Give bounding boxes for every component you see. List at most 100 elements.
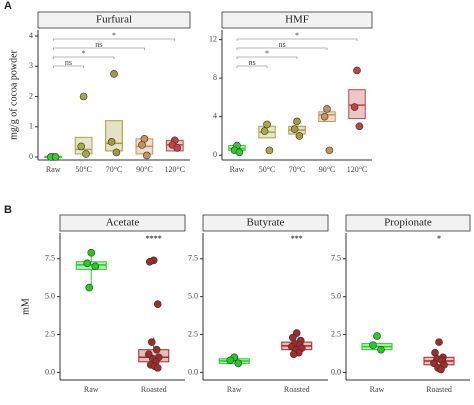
y-tick-label: 7.5: [45, 254, 55, 263]
point: [323, 105, 331, 113]
box: [75, 261, 107, 270]
significance: ****: [146, 234, 162, 243]
point: [153, 300, 162, 309]
y-tick-label: 3: [29, 61, 33, 70]
bracket: [236, 56, 298, 59]
point: [290, 125, 299, 133]
bracket: [52, 65, 84, 68]
comparison-label: ns: [278, 40, 285, 49]
point: [289, 350, 298, 359]
point: [143, 151, 151, 160]
y-tick-label: 5.0: [45, 291, 55, 300]
bracket: [52, 38, 176, 41]
point: [110, 70, 118, 78]
y-tick-label: 4: [29, 31, 33, 40]
significance: *: [437, 234, 441, 243]
point: [293, 117, 301, 126]
x-tick-label: 70°C: [106, 165, 123, 174]
y-tick-label: 1: [29, 122, 33, 131]
point: [320, 112, 329, 121]
y-tick-label: 2.5: [188, 329, 198, 338]
point: [77, 142, 85, 151]
point: [373, 332, 381, 340]
panel-title: Propionate: [384, 217, 432, 229]
point: [235, 148, 244, 157]
comparison-label: *: [295, 31, 299, 40]
point: [153, 364, 162, 372]
x-tick-label: Raw: [84, 385, 99, 394]
x-tick-label: Raw: [46, 165, 61, 174]
y-tick-label: 5.0: [188, 291, 198, 300]
box: [105, 120, 123, 152]
x-tick-label: Roasted: [284, 385, 310, 394]
point: [83, 259, 92, 268]
point: [350, 103, 359, 111]
point: [82, 150, 90, 158]
point: [435, 338, 443, 346]
point: [295, 132, 304, 140]
comparison-label: ns: [95, 40, 102, 49]
bracket: [52, 47, 145, 50]
point: [107, 138, 116, 146]
y-tick-label: 4: [213, 111, 217, 120]
y-tick-label: 2.5: [331, 329, 341, 338]
x-tick-label: 120°C: [165, 165, 186, 174]
point: [437, 365, 445, 374]
x-tick-label: Roasted: [426, 385, 452, 394]
y-tick-label: 12: [209, 34, 217, 43]
x-tick-label: 50°C: [259, 165, 276, 174]
x-tick-label: Raw: [370, 385, 385, 394]
y-tick-label: 0: [213, 150, 217, 159]
comparison-label: ns: [248, 58, 255, 67]
point: [112, 148, 121, 157]
y-axis-label: mM: [20, 298, 31, 315]
point: [325, 146, 334, 155]
strip: [345, 214, 471, 232]
x-tick-label: Roasted: [141, 385, 167, 394]
y-tick-label: 0.0: [331, 367, 341, 376]
y-tick-label: 2.5: [45, 329, 55, 338]
x-tick-label: Raw: [230, 165, 245, 174]
point: [87, 248, 96, 257]
point: [234, 359, 243, 368]
point: [226, 356, 235, 365]
x-tick-label: 90°C: [136, 165, 153, 174]
point: [147, 338, 156, 346]
y-tick-label: 7.5: [188, 254, 198, 263]
strip: [59, 214, 186, 232]
x-tick-label: 50°C: [75, 165, 92, 174]
y-tick-label: 2: [29, 91, 33, 100]
point: [377, 345, 385, 354]
bracket: [236, 65, 268, 68]
point: [145, 257, 154, 266]
y-axis-label: mg/g of cocoa powder: [8, 49, 19, 139]
point: [355, 122, 364, 131]
x-tick-label: Raw: [227, 385, 242, 394]
comparison-label: *: [265, 49, 269, 58]
point: [263, 120, 271, 129]
point: [138, 141, 146, 149]
point: [152, 345, 161, 354]
y-tick-label: 0: [29, 152, 33, 161]
point: [260, 127, 269, 135]
point: [265, 146, 274, 155]
panel-title: Acetate: [106, 217, 140, 229]
bracket: [236, 47, 328, 50]
panel-title: Furfural: [96, 14, 132, 26]
y-tick-label: 0.0: [45, 367, 55, 376]
panel-label: A: [4, 0, 12, 12]
x-tick-label: 90°C: [319, 165, 336, 174]
point: [91, 262, 100, 271]
strip: [37, 11, 191, 29]
comparison-label: *: [82, 49, 86, 58]
point: [51, 153, 60, 161]
point: [85, 283, 94, 292]
strip: [221, 11, 373, 29]
comparison-label: *: [112, 31, 116, 40]
panel-label: B: [4, 204, 12, 216]
y-tick-label: 8: [213, 73, 217, 82]
y-tick-label: 7.5: [331, 254, 341, 263]
bracket: [52, 56, 115, 59]
x-tick-label: 70°C: [289, 165, 306, 174]
